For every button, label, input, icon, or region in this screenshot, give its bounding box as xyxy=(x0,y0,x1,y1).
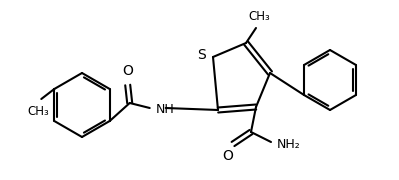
Text: NH: NH xyxy=(156,102,174,116)
Text: O: O xyxy=(122,64,133,78)
Text: O: O xyxy=(223,149,233,163)
Text: NH₂: NH₂ xyxy=(277,138,301,150)
Text: CH₃: CH₃ xyxy=(28,105,49,118)
Text: S: S xyxy=(197,48,206,62)
Text: CH₃: CH₃ xyxy=(248,10,270,23)
